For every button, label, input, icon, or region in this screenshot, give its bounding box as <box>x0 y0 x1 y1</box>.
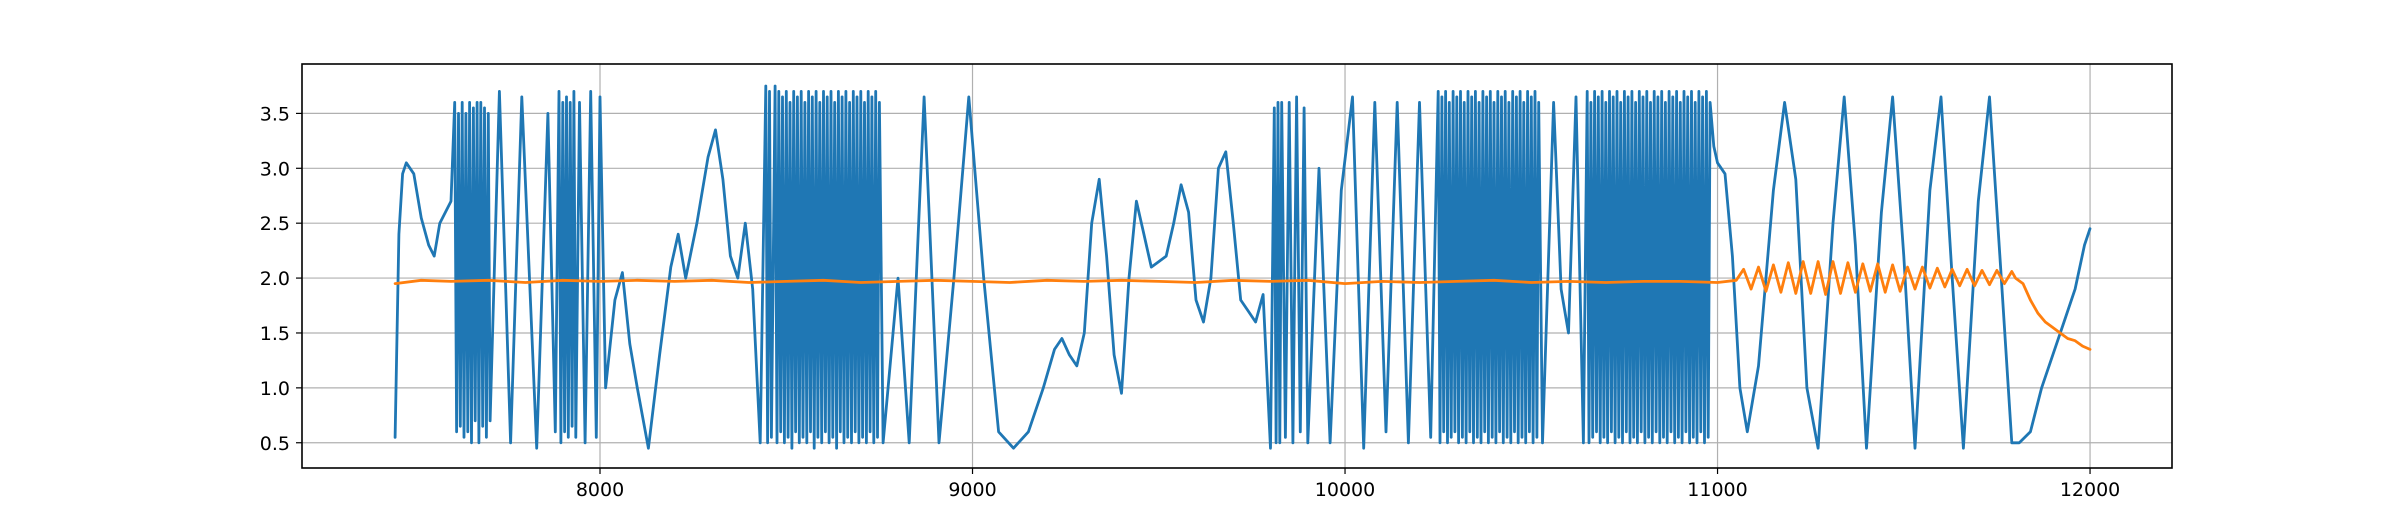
x-axis: 8000 9000 10000 11000 12000 <box>576 468 2120 501</box>
series-line-2 <box>393 260 2092 351</box>
y-tick-label: 2.0 <box>260 268 290 290</box>
y-axis: 0.5 1.0 1.5 2.0 2.5 3.0 3.5 <box>260 103 302 455</box>
x-tick-label: 9000 <box>948 479 996 501</box>
axes-frame <box>301 63 2173 469</box>
y-tick-label: 0.5 <box>260 433 290 455</box>
y-tick-label: 3.5 <box>260 103 290 125</box>
y-tick-label: 2.5 <box>260 213 290 235</box>
y-tick-label: 1.5 <box>260 323 290 345</box>
x-tick-label: 12000 <box>2060 479 2120 501</box>
x-tick-label: 11000 <box>1687 479 1747 501</box>
x-tick-label: 8000 <box>576 479 624 501</box>
y-tick-label: 1.0 <box>260 378 290 400</box>
x-tick-label: 10000 <box>1315 479 1375 501</box>
plot-area <box>393 84 2092 450</box>
y-tick-label: 3.0 <box>260 158 290 180</box>
series-line-1 <box>393 84 2092 450</box>
